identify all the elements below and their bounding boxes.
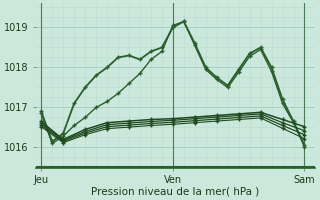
X-axis label: Pression niveau de la mer( hPa ): Pression niveau de la mer( hPa ) (92, 187, 260, 197)
